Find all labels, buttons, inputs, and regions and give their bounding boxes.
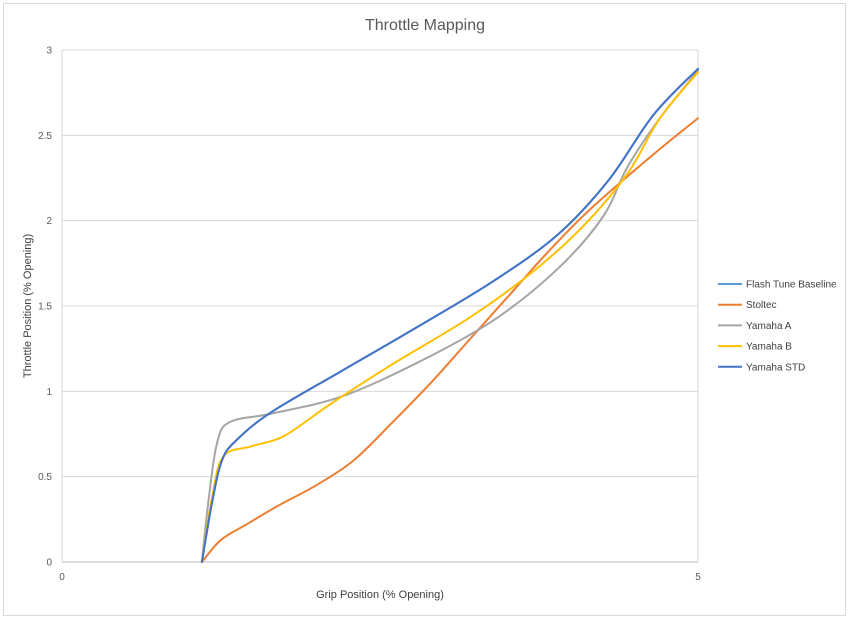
chart-title: Throttle Mapping	[365, 17, 485, 34]
series-line-yamaha-b	[200, 71, 699, 563]
y-tick-label: 1	[46, 387, 52, 398]
x-axis-label: Grip Position (% Opening)	[316, 589, 444, 601]
axes	[61, 50, 699, 563]
legend-label: Stoltec	[746, 300, 777, 311]
legend-label: Flash Tune Baseline	[746, 280, 837, 291]
legend: Flash Tune Baseline Stoltec Yamaha A Yamaha…	[718, 280, 837, 373]
y-tick-label: 3	[46, 46, 52, 57]
series-line-yamaha-std	[200, 67, 699, 563]
y-tick-label: 0.5	[38, 472, 52, 483]
y-tick-label: 1.5	[38, 302, 52, 313]
y-tick-label: 2	[46, 216, 52, 227]
y-tick-label: 0	[46, 558, 52, 569]
legend-label: Yamaha A	[746, 321, 792, 332]
chart-frame	[3, 3, 846, 616]
legend-label: Yamaha B	[746, 342, 792, 353]
x-tick-label: 5	[695, 572, 701, 583]
legend-label: Yamaha STD	[746, 362, 805, 373]
gridlines	[62, 49, 698, 478]
y-axis-label: Throttle Position (% Opening)	[22, 234, 34, 378]
series-line-yamaha-a	[200, 69, 699, 563]
x-tick-label: 0	[59, 572, 65, 583]
y-tick-label: 2.5	[38, 131, 52, 142]
series-lines	[200, 67, 699, 563]
y-tick-labels: 0 0.5 1 1.5 2 2.5 3	[38, 46, 52, 569]
series-line-stoltec	[200, 117, 699, 563]
series-line-flash-tune-baseline	[200, 67, 699, 563]
